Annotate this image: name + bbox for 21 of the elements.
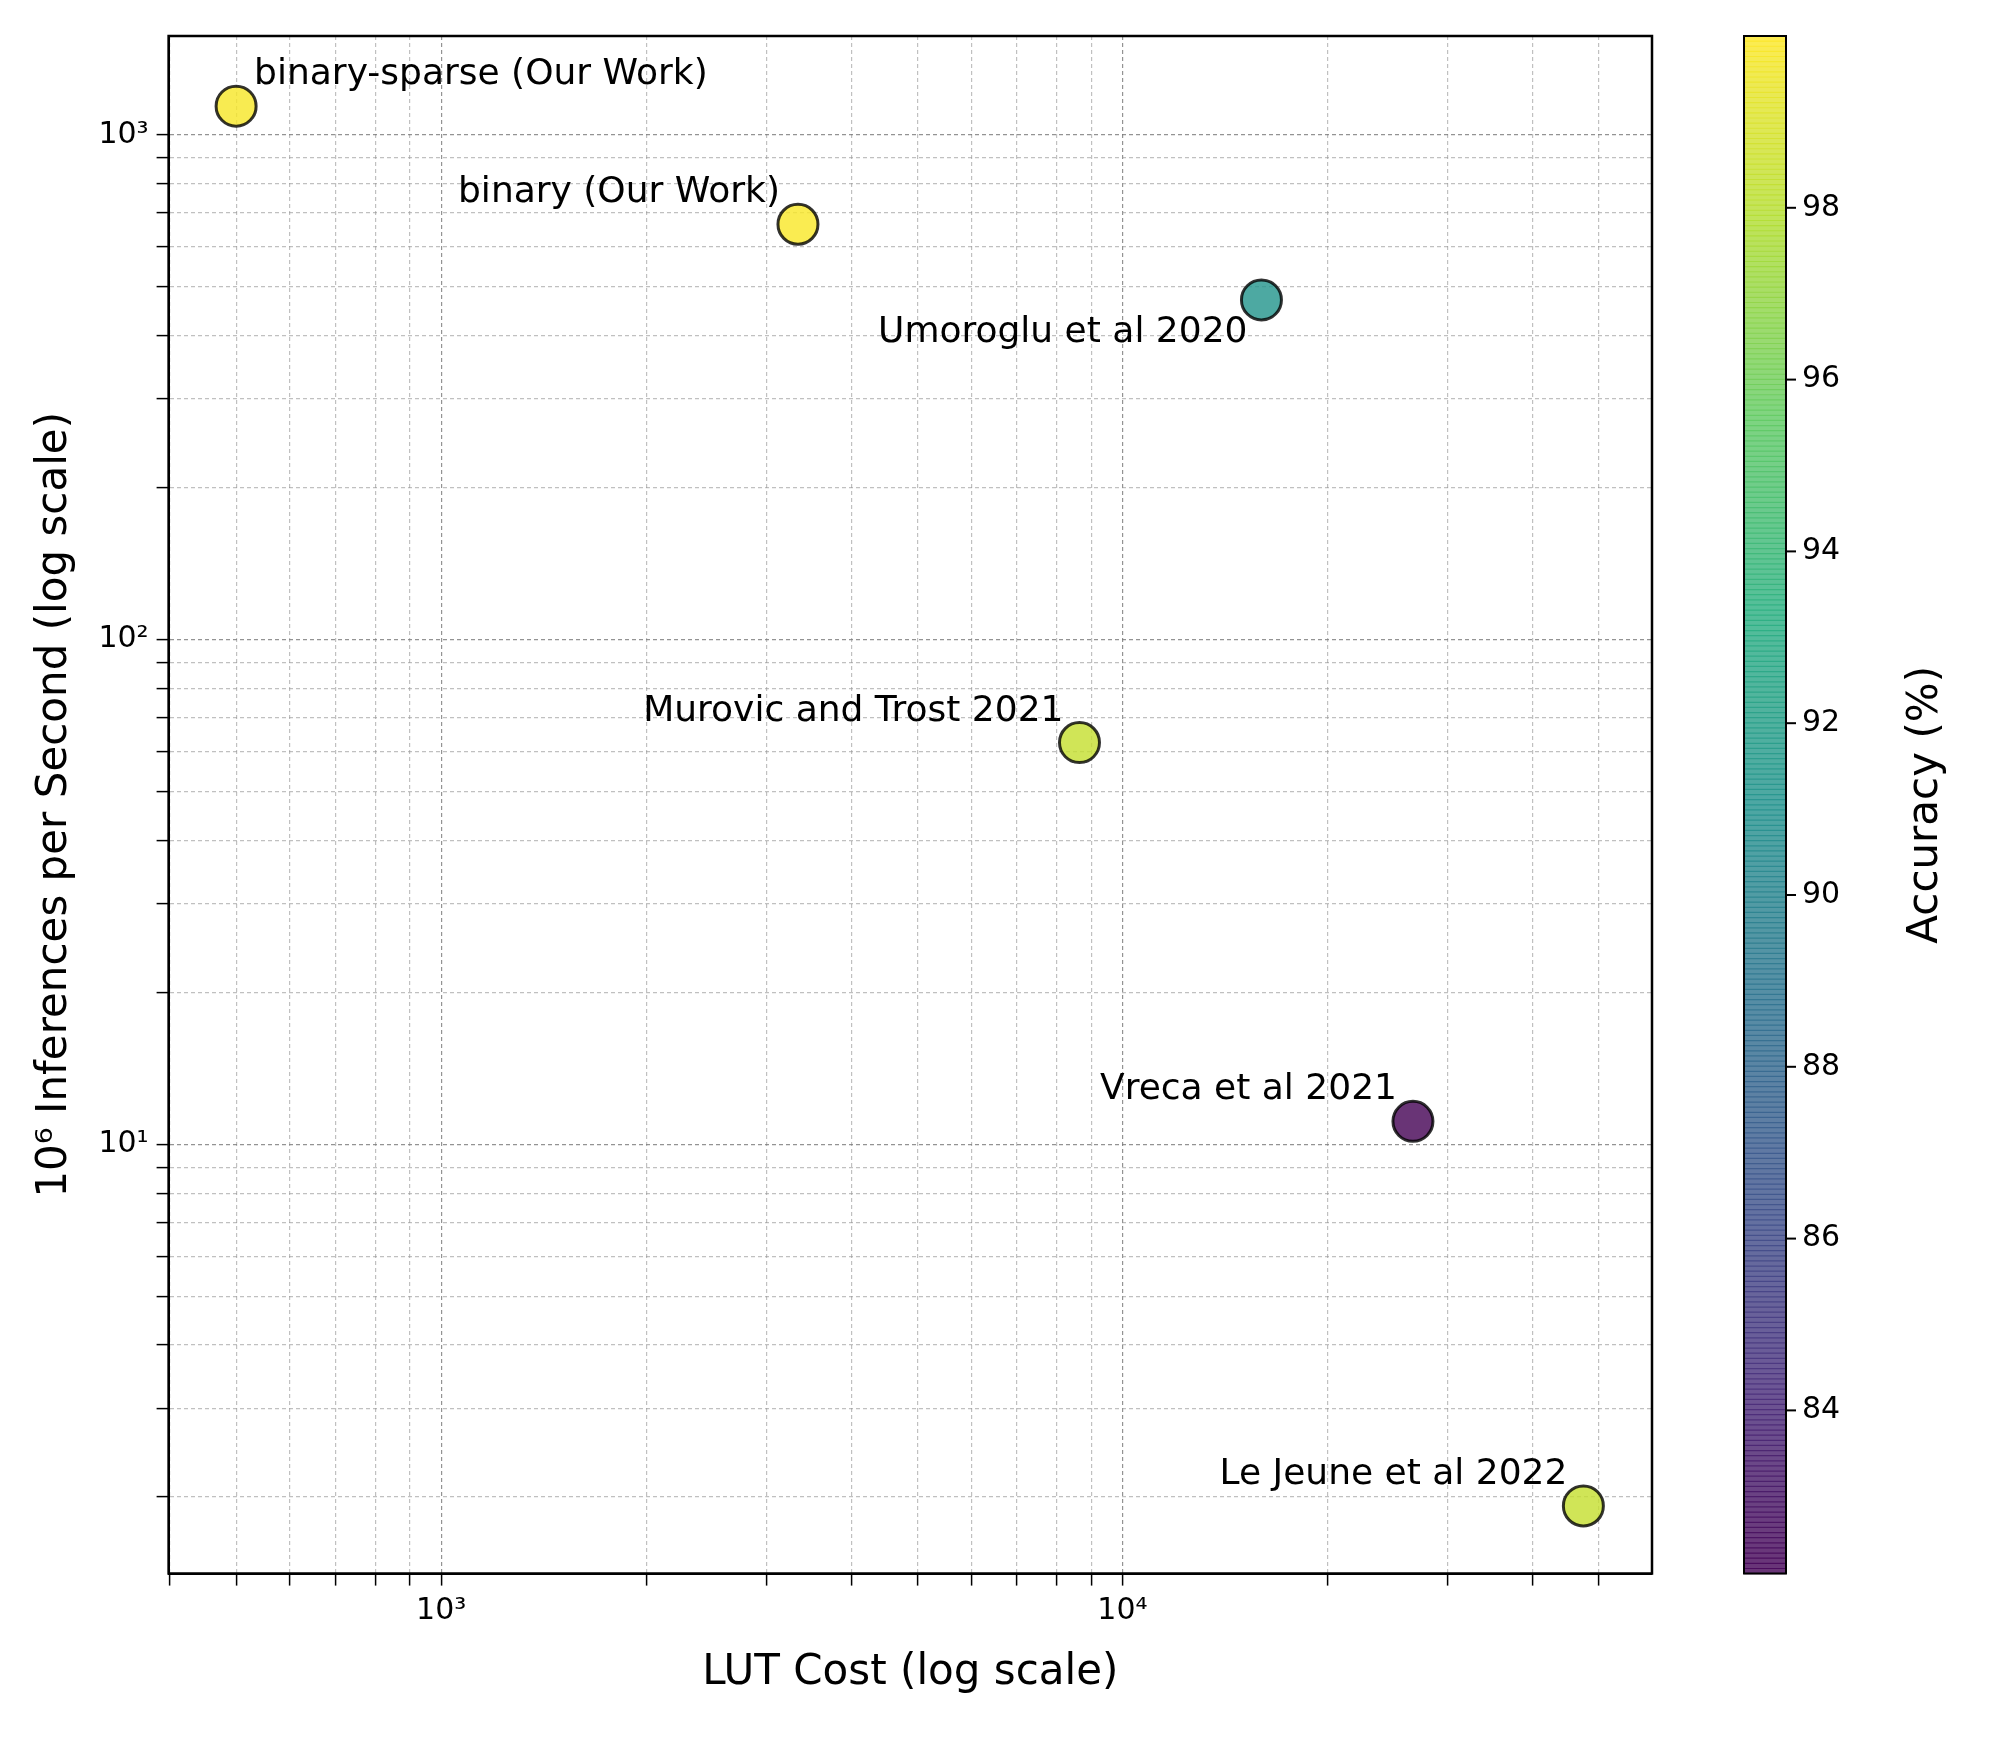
color-bar-label: 88 xyxy=(1802,1046,1841,1082)
annotation: Murovic and Trost 2021 xyxy=(643,687,1064,729)
annotation: binary-sparse (Our Work) xyxy=(254,51,708,93)
annotation: Umoroglu et al 2020 xyxy=(878,308,1248,350)
color-bar-label: 84 xyxy=(1802,1390,1841,1426)
y-tick-label: 10³ xyxy=(98,114,149,150)
color-bar-title: Accuracy (%) xyxy=(1897,665,1947,944)
annotation: Le Jeune et al 2022 xyxy=(1219,1450,1568,1492)
x-axis-title: LUT Cost (log scale) xyxy=(702,1644,1119,1694)
y-axis-title: 10⁶ Inferences per Second (log scale) xyxy=(27,411,77,1198)
color-bar-label: 94 xyxy=(1802,531,1841,567)
y-tick-label: 10² xyxy=(98,619,149,655)
x-tick-label: 10⁴ xyxy=(1097,1591,1148,1627)
annotation: binary (Our Work) xyxy=(458,169,780,211)
color-bar-label: 90 xyxy=(1802,874,1841,910)
annotation: Vreca et al 2021 xyxy=(1100,1066,1397,1108)
color-bar-label: 86 xyxy=(1802,1218,1841,1254)
color-bar-label: 96 xyxy=(1802,359,1841,395)
y-tick-label: 10¹ xyxy=(98,1124,149,1160)
color-bar-label: 92 xyxy=(1802,702,1841,738)
color-bar-label: 98 xyxy=(1802,187,1841,223)
